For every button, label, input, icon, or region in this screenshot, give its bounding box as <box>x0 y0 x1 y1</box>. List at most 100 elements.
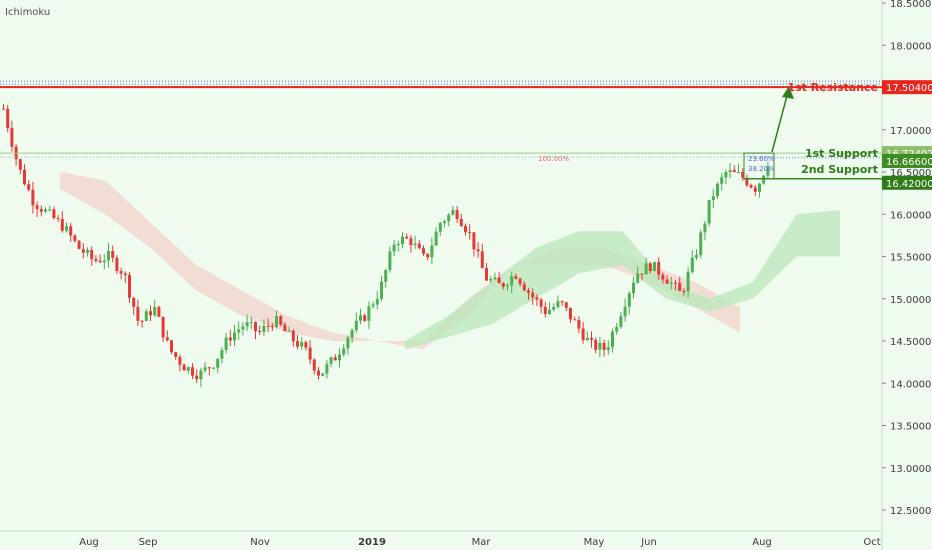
candle-body <box>468 232 472 234</box>
candle-body <box>422 248 425 254</box>
candle-body <box>648 263 652 272</box>
candle-body <box>606 347 610 350</box>
indicator-label: Ichimoku <box>5 7 51 18</box>
candle-body <box>123 273 127 276</box>
candle-body <box>426 253 430 258</box>
candle-body <box>262 325 266 332</box>
candle-body <box>716 183 719 197</box>
candle-body <box>552 306 556 310</box>
y-tick-label: 16.50000 <box>890 168 932 179</box>
candle-body <box>384 269 388 282</box>
candle-body <box>720 177 724 184</box>
candle-body <box>60 218 64 231</box>
candle-body <box>69 226 73 236</box>
candle-body <box>585 337 589 341</box>
candle-body <box>203 367 207 371</box>
target-arrow-head <box>782 86 794 99</box>
candle-body <box>18 159 22 170</box>
candle-body <box>119 271 123 274</box>
y-tick-label: 17.00000 <box>890 126 932 137</box>
candle-body <box>98 260 102 263</box>
candle-body <box>149 311 152 316</box>
candle-body <box>111 251 115 258</box>
candle-body <box>342 348 346 355</box>
x-tick-label: Sep <box>139 537 158 548</box>
ichimoku-cloud-bullish <box>405 210 840 350</box>
candle-body <box>657 261 661 275</box>
candle-body <box>56 218 60 220</box>
candle-body <box>396 244 400 246</box>
candle-body <box>354 320 358 331</box>
candle-body <box>321 373 325 376</box>
candle-body <box>724 171 728 178</box>
candle-body <box>493 277 497 280</box>
candle-body <box>632 282 635 294</box>
x-tick-label: Aug <box>752 537 772 548</box>
candle-body <box>506 285 509 287</box>
ichimoku-cloud-bearish <box>60 172 740 350</box>
candle-body <box>581 328 585 341</box>
candle-body <box>73 235 77 241</box>
candle-body <box>275 316 278 328</box>
candle-body <box>291 330 295 342</box>
candle-body <box>333 357 337 361</box>
candle-body <box>2 108 5 110</box>
candle-body <box>296 341 299 347</box>
candle-body <box>527 290 530 293</box>
candle-body <box>10 128 14 147</box>
resistance-label: 1st Resistance <box>787 81 878 94</box>
candle-body <box>35 205 39 209</box>
candle-body <box>254 322 257 332</box>
candle-body <box>31 189 35 206</box>
candle-body <box>304 342 308 348</box>
y-tick-label: 14.00000 <box>890 379 932 390</box>
candle-body <box>737 172 740 174</box>
candle-body <box>417 243 421 249</box>
candle-body <box>258 331 262 333</box>
candle-body <box>598 342 602 350</box>
candle-body <box>182 364 186 371</box>
candle-body <box>686 271 690 292</box>
candle-body <box>216 358 220 368</box>
x-tick-label: 2019 <box>358 537 386 548</box>
candle-body <box>531 292 535 298</box>
candle-body <box>287 330 291 332</box>
candle-body <box>224 337 228 351</box>
candle-body <box>674 282 677 284</box>
candle-body <box>758 183 761 192</box>
candles <box>2 103 770 388</box>
candle-body <box>707 199 711 224</box>
candle-body <box>615 326 619 332</box>
candle-body <box>401 236 404 245</box>
candle-body <box>728 170 732 172</box>
candle-body <box>233 332 236 341</box>
candle-body <box>86 249 89 253</box>
candle-body <box>132 297 136 307</box>
candle-body <box>602 342 606 350</box>
candle-body <box>186 367 190 371</box>
resistance-price-tag: 17.50400 <box>886 83 932 94</box>
candle-body <box>690 257 694 272</box>
candle-body <box>191 367 194 376</box>
y-tick-label: 13.50000 <box>890 422 932 433</box>
x-tick-label: Oct <box>863 537 880 548</box>
y-tick-label: 12.50000 <box>890 506 932 517</box>
candle-body <box>640 273 644 275</box>
candle-body <box>489 279 493 281</box>
candle-body <box>346 337 350 349</box>
candle-body <box>325 363 329 374</box>
candle-body <box>569 307 572 320</box>
candle-body <box>161 316 165 338</box>
candle-body <box>644 263 648 275</box>
candle-body <box>543 306 547 314</box>
x-tick-label: May <box>584 537 605 548</box>
candle-body <box>115 257 119 272</box>
candle-body <box>501 283 505 287</box>
fib-label: 100.00% <box>538 155 569 163</box>
candle-body <box>485 268 488 281</box>
candle-body <box>375 298 379 305</box>
candle-body <box>661 274 665 280</box>
current-price-tag: 16.66600 <box>886 157 932 168</box>
y-tick-label: 15.00000 <box>890 295 932 306</box>
